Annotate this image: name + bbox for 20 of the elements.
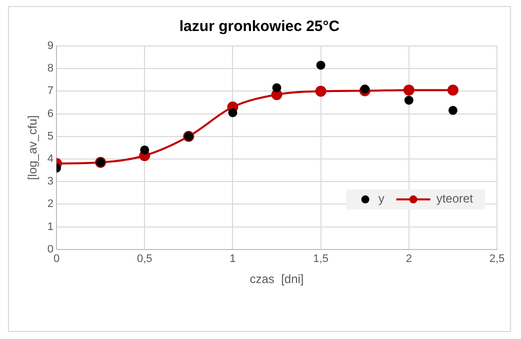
y-tick-label: 1	[47, 220, 54, 233]
legend-label: yteoret	[436, 192, 474, 206]
chart-title: lazur gronkowiec 25°C	[179, 18, 340, 36]
x-tick-label: 1,5	[313, 253, 328, 266]
y-tick-label: 5	[47, 130, 54, 142]
y-tick-label: 2	[47, 198, 54, 210]
y-tick-label: 7	[47, 85, 54, 98]
y-axis-title: [log_av_cfu]	[26, 115, 40, 180]
y-tick-label: 0	[47, 243, 54, 256]
x-axis-title: czas [dni]	[250, 272, 304, 286]
y-tick-label: 8	[47, 62, 54, 75]
x-tick-label: 1	[230, 253, 236, 266]
legend-label: y	[378, 192, 384, 206]
x-tick-label: 2	[406, 253, 412, 266]
y-tick-label: 6	[47, 108, 54, 120]
x-tick-label: 0,5	[136, 253, 152, 266]
x-tick-label: 2,5	[489, 253, 505, 266]
y-tick-label: 4	[47, 153, 54, 166]
y-tick-label: 9	[47, 40, 54, 52]
y-tick-label: 3	[47, 176, 54, 188]
